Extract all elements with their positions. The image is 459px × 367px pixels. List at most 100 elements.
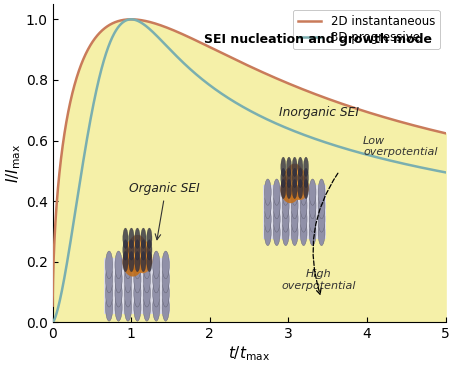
Text: Low
overpotential: Low overpotential [363,136,437,157]
Circle shape [300,192,307,219]
3D progressive [118,22,123,26]
Circle shape [115,279,122,307]
Circle shape [318,206,325,232]
FancyBboxPatch shape [263,185,326,239]
Circle shape [162,265,169,293]
Text: High
overpotential: High overpotential [281,269,355,291]
Circle shape [134,265,141,293]
Circle shape [124,251,132,279]
Circle shape [124,294,132,321]
2D instantaneous [443,131,448,135]
Circle shape [141,251,146,272]
2D instantaneous [95,33,100,37]
Circle shape [291,179,298,205]
Circle shape [135,251,140,272]
FancyBboxPatch shape [104,258,170,315]
Text: SEI nucleation and growth mode: SEI nucleation and growth mode [204,33,432,46]
2D instantaneous [118,18,123,23]
Circle shape [273,192,280,219]
Circle shape [318,219,325,246]
Circle shape [298,179,303,199]
Circle shape [309,192,316,219]
Line: 3D progressive: 3D progressive [53,19,446,323]
Circle shape [292,179,297,199]
Text: Organic SEI: Organic SEI [129,182,200,195]
Circle shape [124,279,132,307]
3D progressive [443,170,448,175]
Circle shape [147,251,152,272]
Circle shape [300,219,307,246]
3D progressive [393,160,398,164]
Circle shape [162,279,169,307]
Circle shape [298,168,303,188]
Circle shape [282,219,289,246]
Circle shape [291,206,298,232]
Circle shape [143,294,151,321]
Circle shape [153,294,160,321]
2D instantaneous [435,129,441,134]
Circle shape [135,240,140,260]
Circle shape [264,219,271,246]
Circle shape [286,157,291,177]
Circle shape [273,179,280,205]
Circle shape [143,251,151,279]
Ellipse shape [133,247,152,273]
3D progressive [435,169,441,173]
Circle shape [106,279,113,307]
2D instantaneous [393,118,398,123]
Circle shape [273,219,280,246]
Y-axis label: $I/I_\mathrm{max}$: $I/I_\mathrm{max}$ [4,144,23,183]
Circle shape [282,179,289,205]
Circle shape [129,251,134,272]
Circle shape [153,251,160,279]
Circle shape [298,157,303,177]
Circle shape [273,206,280,232]
Circle shape [309,179,316,205]
Ellipse shape [123,247,143,277]
Circle shape [281,157,286,177]
Circle shape [281,179,286,199]
Circle shape [264,179,271,205]
Circle shape [143,265,151,293]
Circle shape [134,279,141,307]
Ellipse shape [129,235,146,258]
Circle shape [281,168,286,188]
Circle shape [124,265,132,293]
2D instantaneous [218,50,223,55]
Circle shape [123,240,128,260]
Circle shape [147,240,152,260]
Circle shape [135,228,140,248]
Circle shape [153,279,160,307]
Circle shape [141,228,146,248]
Circle shape [115,265,122,293]
Line: 2D instantaneous: 2D instantaneous [53,19,446,306]
Circle shape [309,219,316,246]
Circle shape [292,157,297,177]
Circle shape [303,168,308,188]
Circle shape [282,206,289,232]
Circle shape [286,179,291,199]
Circle shape [282,192,289,219]
3D progressive [95,83,100,88]
Circle shape [309,206,316,232]
Ellipse shape [282,165,308,200]
Circle shape [123,228,128,248]
Circle shape [264,206,271,232]
Legend: 2D instantaneous, 3D progressive: 2D instantaneous, 3D progressive [293,10,440,49]
Circle shape [153,265,160,293]
Circle shape [141,240,146,260]
Ellipse shape [286,164,303,186]
Circle shape [115,251,122,279]
2D instantaneous [129,17,134,22]
Circle shape [106,265,113,293]
Circle shape [162,294,169,321]
Circle shape [264,192,271,219]
Circle shape [291,192,298,219]
2D instantaneous [50,304,56,308]
3D progressive [50,320,56,325]
3D progressive [129,17,134,22]
Circle shape [162,251,169,279]
3D progressive [201,78,206,83]
Ellipse shape [280,175,300,203]
Circle shape [134,294,141,321]
